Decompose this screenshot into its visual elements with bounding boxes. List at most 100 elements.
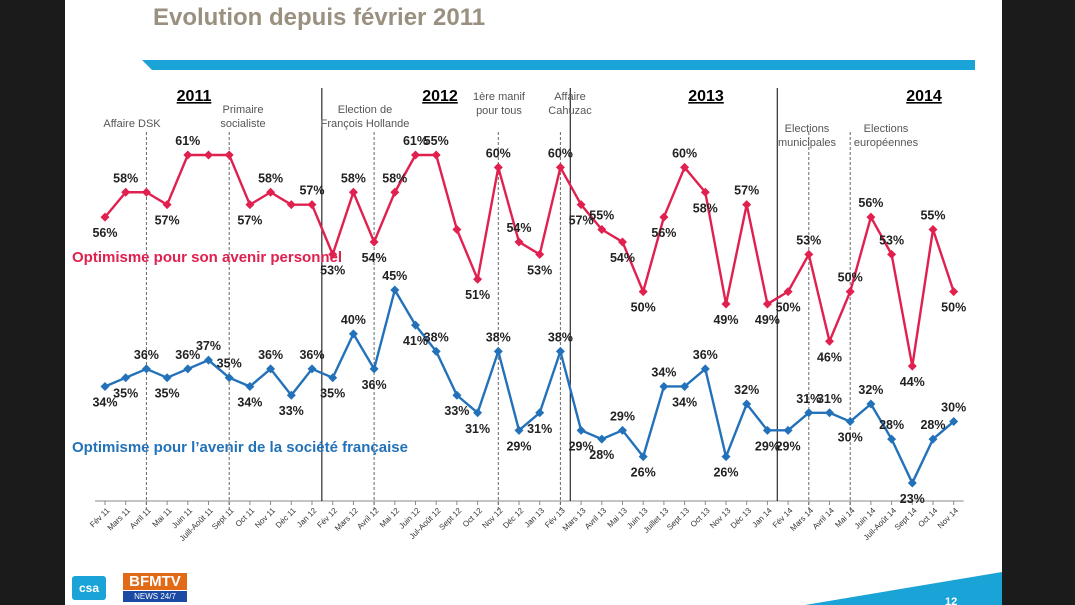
series-society-marker [369,364,379,374]
footer-accent-bar [805,572,1002,605]
series-society-data-label: 29% [610,409,635,423]
series-personal-marker [411,150,420,160]
event-label: Affaire [554,91,586,103]
series-society-marker [887,434,897,444]
x-tick-label: Nov 11 [253,506,277,530]
bfmtv-logo-subtext: NEWS 24/7 [123,591,187,602]
series-society-marker [411,320,420,330]
series-personal-marker [845,287,855,297]
series-personal-data-label: 56% [651,226,676,240]
series-society-data-label: 23% [900,492,925,506]
series-society-marker [597,434,607,444]
series-personal-data-label: 46% [817,350,842,364]
series-society-marker [680,381,690,391]
series-personal-marker [369,237,379,247]
series-society-marker [555,346,565,356]
series-personal-marker [555,162,565,172]
x-tick-label: Avril 13 [583,506,609,532]
series-society-data-label: 35% [217,357,242,371]
series-society-legend: Optimisme pour l’avenir de la société fr… [72,439,408,456]
x-tick-label: Avril 12 [355,506,381,532]
series-society-data-label: 31% [796,392,821,406]
series-personal-marker [348,187,358,197]
series-society-marker [762,425,772,435]
series-society-data-label: 31% [817,392,842,406]
series-society-data-label: 41% [403,334,428,348]
series-personal-data-label: 50% [838,271,863,285]
series-personal-data-label: 49% [713,313,738,327]
page-number: 12 [945,596,958,605]
series-personal-data-label: 50% [941,301,966,315]
x-tick-label: Déc 12 [501,506,526,531]
event-label: Elections [785,123,830,135]
series-personal-marker [141,187,151,197]
series-personal-marker [700,187,710,197]
series-personal-marker [680,162,690,172]
series-society-marker [452,390,462,400]
series-personal-data-label: 53% [796,233,821,247]
series-personal-marker [307,200,317,210]
series-personal-data-label: 55% [920,209,945,223]
series-personal-data-label: 57% [155,214,180,228]
series-personal-data-label: 58% [341,171,366,185]
series-personal-marker [162,200,172,210]
x-tick-label: Mars 12 [333,506,360,533]
series-personal-data-label: 61% [403,134,428,148]
series-personal-marker [328,249,338,259]
x-tick-label: Nov 13 [708,506,733,531]
series-society-data-label: 31% [527,422,552,436]
series-society-data-label: 34% [651,365,676,379]
header-accent-bar [142,60,975,70]
series-personal-data-label: 49% [755,313,780,327]
series-personal-marker [597,225,607,235]
series-society-data-label: 30% [838,431,863,445]
event-label: Election de [338,104,392,116]
series-personal-marker [452,225,462,235]
series-personal-data-label: 53% [320,263,345,277]
series-personal-marker [762,299,772,309]
series-society-data-label: 36% [362,378,387,392]
series-personal-data-label: 57% [569,214,594,228]
series-personal-data-label: 60% [548,146,573,160]
series-society-marker [618,425,627,435]
year-label: 2013 [688,88,724,105]
series-personal-marker [183,150,193,160]
series-society-data-label: 40% [341,313,366,327]
series-society-marker [245,381,255,391]
series-society-marker [907,478,917,488]
x-tick-label: Jan 13 [523,506,547,530]
left-letterbox [0,0,65,605]
series-society-data-label: 28% [879,418,904,432]
series-society-marker [928,434,938,444]
x-tick-label: Avril 14 [811,506,837,532]
series-personal-marker [928,225,938,235]
x-tick-label: Mars 11 [106,506,133,533]
bfmtv-logo: BFMTV NEWS 24/7 [123,573,187,602]
series-personal-data-label: 57% [734,184,759,198]
series-society-data-label: 29% [776,439,801,453]
series-society-marker [390,285,400,295]
event-label: Affaire DSK [103,118,161,130]
series-society-marker [473,408,483,418]
year-label: 2011 [177,88,212,105]
series-society-data-label: 33% [444,404,469,418]
series-society-marker [845,417,855,427]
x-tick-label: Sept 11 [210,506,236,532]
series-society-data-label: 32% [734,383,759,397]
series-personal-marker [431,150,441,160]
series-society-marker [576,425,586,435]
series-society-marker [141,364,151,374]
series-personal-data-label: 54% [506,221,531,235]
year-label: 2014 [906,88,942,105]
series-society-marker [183,364,193,374]
series-society-marker [286,390,296,400]
series-society-data-label: 34% [672,395,697,409]
series-personal-marker [825,336,834,346]
series-personal-marker [721,299,731,309]
series-personal-marker [949,287,959,297]
x-tick-label: Déc 11 [274,506,298,530]
series-society-marker [825,408,834,418]
series-society-data-label: 31% [465,422,490,436]
x-tick-label: Sept 12 [437,506,463,532]
series-personal-data-label: 57% [299,184,324,198]
